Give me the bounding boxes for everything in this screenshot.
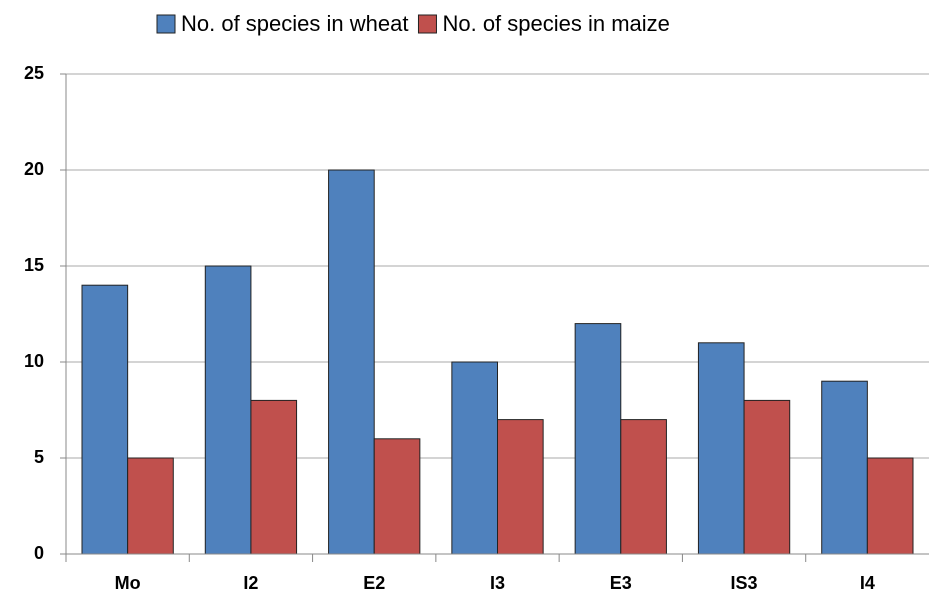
x-tick-label: E2 <box>363 573 385 593</box>
legend-swatch <box>417 14 437 34</box>
y-tick-label: 15 <box>24 255 44 275</box>
bar <box>697 342 745 555</box>
bar <box>866 457 914 555</box>
bar <box>743 399 791 555</box>
y-tick-label: 5 <box>34 447 44 467</box>
bar <box>373 438 421 555</box>
y-tick-label: 10 <box>24 351 44 371</box>
bar <box>497 419 544 555</box>
bar <box>204 265 252 555</box>
bar <box>620 419 667 555</box>
x-tick-label: E3 <box>610 573 632 593</box>
legend-label: No. of species in wheat <box>181 11 408 36</box>
x-tick-label: I2 <box>243 573 258 593</box>
y-tick-label: 0 <box>34 543 44 563</box>
bar <box>821 380 868 555</box>
x-tick-label: IS3 <box>731 573 758 593</box>
x-tick-label: I3 <box>490 573 505 593</box>
y-tick-label: 25 <box>24 63 44 83</box>
legend-label: No. of species in maize <box>442 11 669 36</box>
bar <box>451 361 499 555</box>
bar <box>574 323 622 555</box>
bar <box>81 284 129 555</box>
bar <box>127 457 174 555</box>
bar <box>328 169 375 555</box>
x-tick-label: I4 <box>860 573 875 593</box>
y-tick-label: 20 <box>24 159 44 179</box>
bar <box>250 399 298 555</box>
x-tick-label: Mo <box>115 573 141 593</box>
legend-swatch <box>156 14 176 34</box>
